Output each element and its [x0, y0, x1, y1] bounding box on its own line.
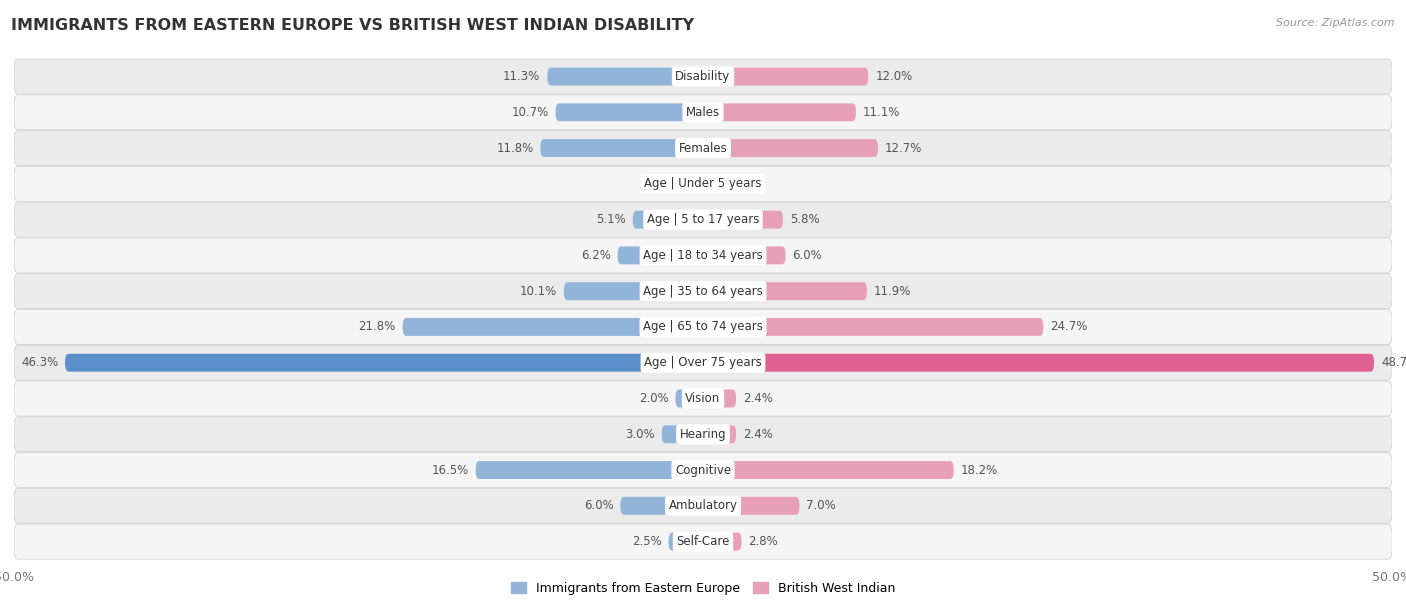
Text: 48.7%: 48.7%: [1381, 356, 1406, 369]
FancyBboxPatch shape: [14, 524, 1392, 559]
FancyBboxPatch shape: [703, 532, 741, 551]
Text: 6.0%: 6.0%: [793, 249, 823, 262]
Text: 2.4%: 2.4%: [742, 392, 773, 405]
Text: 10.7%: 10.7%: [512, 106, 548, 119]
FancyBboxPatch shape: [633, 211, 703, 228]
FancyBboxPatch shape: [475, 461, 703, 479]
Text: 6.0%: 6.0%: [583, 499, 613, 512]
Text: 2.0%: 2.0%: [638, 392, 669, 405]
FancyBboxPatch shape: [14, 310, 1392, 345]
Text: Ambulatory: Ambulatory: [668, 499, 738, 512]
Text: Cognitive: Cognitive: [675, 463, 731, 477]
Text: 46.3%: 46.3%: [21, 356, 58, 369]
FancyBboxPatch shape: [540, 139, 703, 157]
Text: Hearing: Hearing: [679, 428, 727, 441]
Text: Age | Over 75 years: Age | Over 75 years: [644, 356, 762, 369]
Text: Disability: Disability: [675, 70, 731, 83]
FancyBboxPatch shape: [617, 247, 703, 264]
Text: 11.9%: 11.9%: [875, 285, 911, 297]
Text: 18.2%: 18.2%: [960, 463, 998, 477]
Legend: Immigrants from Eastern Europe, British West Indian: Immigrants from Eastern Europe, British …: [506, 577, 900, 600]
FancyBboxPatch shape: [669, 532, 703, 551]
Text: Vision: Vision: [685, 392, 721, 405]
FancyBboxPatch shape: [14, 452, 1392, 488]
Text: Self-Care: Self-Care: [676, 535, 730, 548]
FancyBboxPatch shape: [703, 139, 877, 157]
FancyBboxPatch shape: [703, 497, 800, 515]
FancyBboxPatch shape: [703, 390, 737, 408]
FancyBboxPatch shape: [14, 59, 1392, 94]
Text: 3.0%: 3.0%: [626, 428, 655, 441]
Text: 12.7%: 12.7%: [884, 141, 922, 155]
FancyBboxPatch shape: [402, 318, 703, 336]
FancyBboxPatch shape: [14, 417, 1392, 452]
FancyBboxPatch shape: [703, 175, 717, 193]
FancyBboxPatch shape: [14, 202, 1392, 237]
Text: 21.8%: 21.8%: [359, 321, 395, 334]
FancyBboxPatch shape: [555, 103, 703, 121]
Text: Males: Males: [686, 106, 720, 119]
FancyBboxPatch shape: [686, 175, 703, 193]
Text: 7.0%: 7.0%: [807, 499, 837, 512]
FancyBboxPatch shape: [14, 488, 1392, 523]
FancyBboxPatch shape: [703, 282, 868, 300]
Text: 11.8%: 11.8%: [496, 141, 533, 155]
Text: Source: ZipAtlas.com: Source: ZipAtlas.com: [1277, 18, 1395, 28]
Text: 5.8%: 5.8%: [790, 213, 820, 226]
FancyBboxPatch shape: [675, 390, 703, 408]
Text: 5.1%: 5.1%: [596, 213, 626, 226]
Text: Age | 65 to 74 years: Age | 65 to 74 years: [643, 321, 763, 334]
FancyBboxPatch shape: [703, 461, 953, 479]
Text: 11.1%: 11.1%: [863, 106, 900, 119]
FancyBboxPatch shape: [703, 103, 856, 121]
Text: IMMIGRANTS FROM EASTERN EUROPE VS BRITISH WEST INDIAN DISABILITY: IMMIGRANTS FROM EASTERN EUROPE VS BRITIS…: [11, 18, 695, 34]
FancyBboxPatch shape: [14, 381, 1392, 416]
FancyBboxPatch shape: [703, 354, 1374, 371]
Text: 2.8%: 2.8%: [748, 535, 778, 548]
FancyBboxPatch shape: [14, 345, 1392, 380]
Text: Age | 35 to 64 years: Age | 35 to 64 years: [643, 285, 763, 297]
FancyBboxPatch shape: [703, 318, 1043, 336]
FancyBboxPatch shape: [14, 274, 1392, 308]
FancyBboxPatch shape: [564, 282, 703, 300]
Text: Age | 18 to 34 years: Age | 18 to 34 years: [643, 249, 763, 262]
Text: 6.2%: 6.2%: [581, 249, 610, 262]
FancyBboxPatch shape: [14, 130, 1392, 166]
Text: Females: Females: [679, 141, 727, 155]
Text: Age | 5 to 17 years: Age | 5 to 17 years: [647, 213, 759, 226]
Text: 1.2%: 1.2%: [650, 177, 679, 190]
FancyBboxPatch shape: [14, 238, 1392, 273]
Text: 2.5%: 2.5%: [631, 535, 662, 548]
FancyBboxPatch shape: [14, 166, 1392, 201]
Text: 0.99%: 0.99%: [724, 177, 761, 190]
FancyBboxPatch shape: [547, 67, 703, 86]
FancyBboxPatch shape: [703, 67, 869, 86]
FancyBboxPatch shape: [620, 497, 703, 515]
Text: Age | Under 5 years: Age | Under 5 years: [644, 177, 762, 190]
Text: 11.3%: 11.3%: [503, 70, 540, 83]
FancyBboxPatch shape: [703, 211, 783, 228]
Text: 12.0%: 12.0%: [875, 70, 912, 83]
FancyBboxPatch shape: [662, 425, 703, 443]
Text: 10.1%: 10.1%: [520, 285, 557, 297]
Text: 16.5%: 16.5%: [432, 463, 468, 477]
Text: 24.7%: 24.7%: [1050, 321, 1088, 334]
FancyBboxPatch shape: [14, 95, 1392, 130]
Text: 2.4%: 2.4%: [742, 428, 773, 441]
FancyBboxPatch shape: [703, 425, 737, 443]
FancyBboxPatch shape: [703, 247, 786, 264]
FancyBboxPatch shape: [65, 354, 703, 371]
